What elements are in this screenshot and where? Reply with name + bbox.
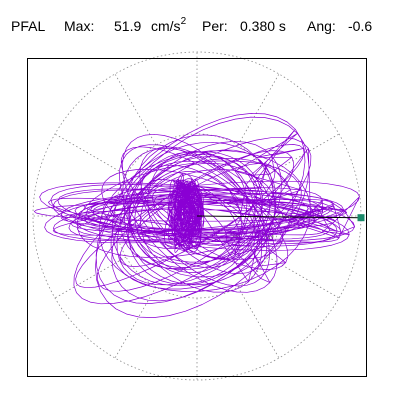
grid-spoke-240	[114, 286, 157, 359]
max-unit-exponent: 2	[180, 16, 187, 27]
period-label: Per:	[202, 18, 228, 34]
grid-spoke-330	[267, 256, 340, 299]
plot-frame	[27, 58, 367, 377]
period-value: 0.380 s	[240, 18, 286, 34]
angle-label: Ang:	[307, 18, 336, 34]
ring-label-2: 50	[263, 232, 275, 243]
max-unit: cm/s2	[151, 16, 187, 34]
max-label: Max:	[64, 18, 95, 34]
grid-spoke-210	[54, 256, 127, 299]
orbit-trace-line	[33, 113, 360, 318]
grid-spoke-150	[54, 133, 127, 176]
orbit-trace	[33, 113, 360, 318]
grid-spoke-120	[114, 73, 157, 146]
max-value: 51.9	[114, 18, 142, 34]
direction-overlay	[196, 214, 365, 222]
direction-marker	[357, 214, 365, 222]
max-unit-text: cm/s	[151, 18, 181, 34]
direction-line	[196, 215, 362, 219]
angle-value: -0.6	[348, 18, 373, 34]
chart-title: PFAL Max: 51.9 cm/s2 Per: 0.380 s Ang: -…	[0, 0, 400, 50]
grid-spoke-60	[237, 73, 280, 146]
grid-spoke-300	[237, 286, 280, 359]
station-code: PFAL	[11, 18, 46, 34]
